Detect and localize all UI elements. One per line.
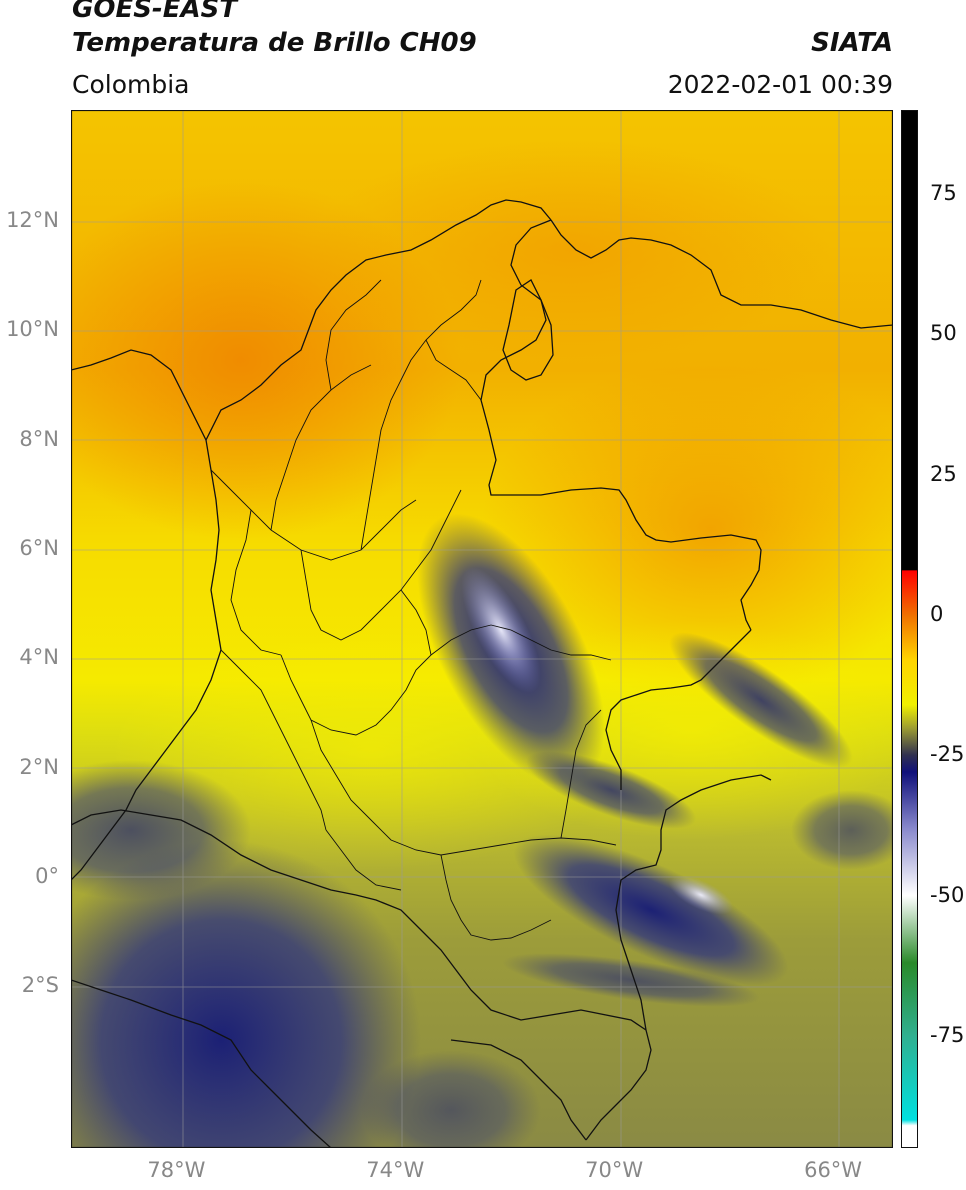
colombia-brazil-border — [615, 774, 772, 1031]
cloud-mass-south — [361, 1050, 541, 1148]
cloud-band-amazon — [502, 953, 760, 1007]
colombia-peru-brazil-border — [585, 1029, 652, 1141]
lat-tick-label: 2°N — [19, 754, 59, 779]
colombia-pacific-coast — [71, 439, 222, 881]
colombia-venezuela-south-border — [605, 629, 752, 790]
colorbar-tick-label: -25 — [930, 742, 965, 767]
colorbar-tick-label: 0 — [930, 601, 944, 626]
ecuador-peru-border — [71, 979, 332, 1148]
lat-tick-label: 2°S — [21, 973, 59, 998]
lake-maracaibo — [502, 279, 554, 381]
colorbar-border — [901, 110, 918, 1148]
timestamp-label: 2022-02-01 00:39 — [667, 70, 893, 99]
colombia-venezuela-border — [480, 219, 762, 631]
region-label: Colombia — [72, 70, 190, 99]
lon-tick-label: 66°W — [804, 1158, 863, 1182]
lon-tick-label: 74°W — [366, 1158, 425, 1182]
cold-core-southeast — [668, 875, 734, 915]
map-border — [71, 110, 893, 1148]
colombia-ecuador-border — [71, 809, 647, 1031]
cloud-mass-east-edge — [791, 790, 893, 870]
venezuela-coast — [550, 219, 893, 329]
colorbar-scale — [901, 110, 918, 1148]
lat-tick-label: 0° — [35, 863, 59, 888]
cloud-mass-southwest — [71, 840, 421, 1148]
colorbar-tick-label: -50 — [930, 882, 965, 907]
lat-tick-label: 8°N — [19, 426, 59, 451]
colorbar-tick-label: -75 — [930, 1022, 965, 1047]
peru-brazil-border — [450, 1039, 587, 1141]
lat-tick-label: 6°N — [19, 535, 59, 560]
cloud-band-pacific — [71, 760, 251, 900]
cloud-band-southeast — [513, 834, 789, 986]
lat-tick-label: 10°N — [6, 317, 59, 342]
lon-tick-label: 70°W — [585, 1158, 644, 1182]
colombia-caribbean-coast — [71, 199, 552, 442]
warm-area-llanos — [481, 360, 893, 700]
lon-tick-label: 78°W — [147, 1158, 206, 1182]
lat-tick-label: 12°N — [6, 207, 59, 232]
satellite-map — [71, 110, 893, 1148]
cloud-band-orinoco — [525, 751, 697, 829]
organization-label: SIATA — [811, 28, 893, 58]
cold-core-central — [461, 567, 541, 693]
map-title: GOES-EAST — [72, 0, 238, 24]
warm-area-north — [311, 140, 831, 360]
map-subtitle: Temperatura de Brillo CH09 — [72, 28, 477, 58]
department-borders — [210, 279, 617, 941]
grid-lines — [71, 110, 893, 1148]
lat-tick-label: 4°N — [19, 645, 59, 670]
colorbar-tick-label: 50 — [930, 321, 957, 346]
country-borders — [71, 199, 893, 1148]
colorbar-tick-label: 25 — [930, 461, 957, 486]
colorbar-tick-label: 75 — [930, 181, 957, 206]
colorbar — [901, 110, 918, 1148]
